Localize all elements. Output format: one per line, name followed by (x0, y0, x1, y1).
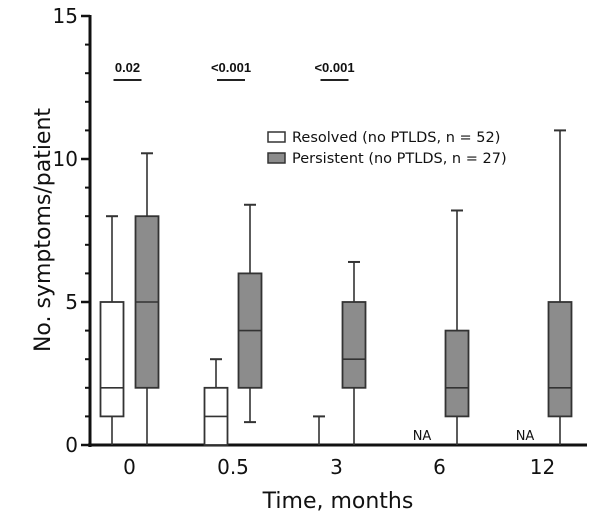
box-plot-resolved (313, 415, 325, 445)
legend-swatch (267, 131, 286, 143)
box-plot-persistent (444, 209, 470, 445)
x-axis-title: Time, months (262, 489, 414, 514)
x-tick-label: 0 (123, 455, 136, 479)
box-plot-persistent (134, 152, 160, 445)
box-plot-persistent (547, 129, 573, 445)
p-value-label: <0.001 (314, 60, 354, 75)
na-label: NA (413, 429, 432, 444)
box-iqr (444, 329, 470, 418)
p-value-label: <0.001 (211, 60, 251, 75)
x-tick-label: 6 (433, 455, 446, 479)
legend-label: Resolved (no PTLDS, n = 52) (292, 130, 500, 146)
box-iqr (341, 301, 367, 389)
y-tick-label: 0 (65, 433, 78, 457)
p-value-label: 0.02 (115, 60, 140, 75)
box-plot-resolved (99, 215, 125, 445)
box-plot-persistent (237, 203, 263, 424)
y-axis-title: No. symptoms/patient (31, 108, 56, 352)
x-tick-label: 3 (330, 455, 343, 479)
x-tick-label: 12 (530, 455, 555, 479)
legend-label: Persistent (no PTLDS, n = 27) (292, 151, 507, 167)
na-label: NA (516, 429, 535, 444)
box-plot-resolved (203, 358, 229, 446)
legend-swatch (267, 152, 286, 164)
y-tick-label: 15 (53, 4, 78, 28)
y-tick-label: 10 (53, 147, 78, 171)
box-iqr (99, 301, 125, 418)
box-plot-persistent (341, 260, 367, 445)
x-tick-label: 0.5 (217, 455, 249, 479)
box-iqr (547, 301, 573, 418)
y-tick-label: 5 (65, 290, 78, 314)
